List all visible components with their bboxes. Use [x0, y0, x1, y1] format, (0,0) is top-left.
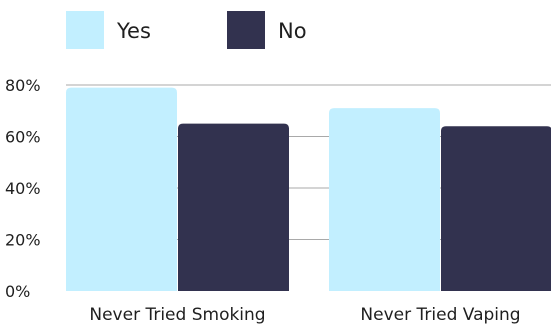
bars	[66, 87, 551, 291]
y-tick-label-60: 60%	[5, 128, 41, 147]
y-tick-label-40: 40%	[5, 179, 41, 198]
legend-swatch-no	[227, 11, 265, 49]
bar-yes-1	[66, 87, 177, 291]
x-category-label: Never Tried Smoking	[89, 305, 265, 325]
bar-no-1	[178, 123, 289, 291]
legend-label-yes: Yes	[116, 19, 151, 43]
x-category-label: Never Tried Vaping	[360, 305, 520, 325]
legend: Yes No	[66, 11, 307, 49]
legend-label-no: No	[278, 19, 307, 43]
y-tick-label-0: 0%	[5, 282, 30, 301]
bar-no-2	[441, 126, 551, 291]
y-tick-label-80: 80%	[5, 76, 41, 95]
x-axis-categories: Never Tried Smoking Never Tried Vaping	[89, 305, 520, 325]
y-tick-label-20: 20%	[5, 231, 41, 250]
legend-swatch-yes	[66, 11, 104, 49]
y-axis-ticks: 0% 20% 40% 60% 80%	[5, 76, 41, 301]
bar-yes-2	[329, 108, 440, 291]
